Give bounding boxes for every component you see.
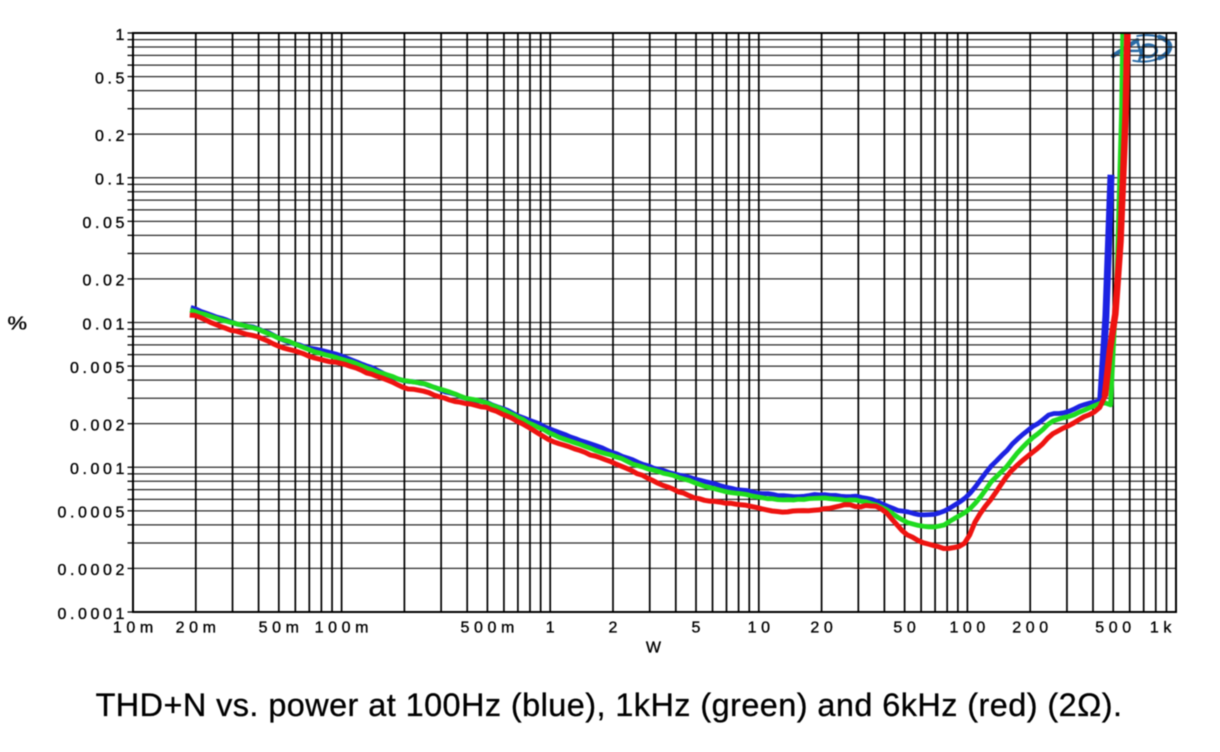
svg-text:0.5: 0.5 (95, 70, 128, 87)
svg-text:1k: 1k (1150, 619, 1176, 636)
svg-text:0.0005: 0.0005 (57, 505, 128, 522)
svg-text:20: 20 (810, 619, 837, 636)
svg-text:0.02: 0.02 (82, 273, 128, 290)
svg-text:10: 10 (748, 619, 775, 636)
svg-text:10m: 10m (113, 619, 158, 636)
svg-text:100m: 100m (315, 619, 373, 636)
svg-text:0.001: 0.001 (70, 461, 128, 478)
svg-text:0.0001: 0.0001 (57, 606, 128, 623)
svg-text:%: % (8, 313, 28, 333)
svg-text:100: 100 (949, 619, 990, 636)
svg-text:1: 1 (116, 27, 129, 44)
svg-text:50: 50 (893, 619, 920, 636)
svg-text:0.1: 0.1 (95, 172, 128, 189)
svg-text:5: 5 (692, 619, 706, 636)
svg-text:W: W (646, 640, 662, 657)
svg-text:0.0002: 0.0002 (57, 562, 128, 579)
svg-text:0.002: 0.002 (70, 418, 128, 435)
svg-text:50m: 50m (259, 619, 304, 636)
svg-text:1: 1 (546, 619, 560, 636)
svg-text:500m: 500m (460, 619, 518, 636)
svg-text:200: 200 (1012, 619, 1053, 636)
svg-text:0.05: 0.05 (82, 215, 128, 232)
svg-text:0.005: 0.005 (70, 360, 128, 377)
svg-text:0.2: 0.2 (95, 128, 128, 145)
svg-text:2: 2 (609, 619, 623, 636)
svg-text:20m: 20m (176, 619, 221, 636)
svg-text:0.01: 0.01 (82, 316, 128, 333)
svg-text:500: 500 (1095, 619, 1136, 636)
